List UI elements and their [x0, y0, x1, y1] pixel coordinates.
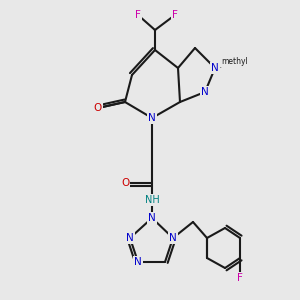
Text: N: N [169, 233, 177, 243]
Text: N: N [201, 87, 209, 97]
Text: methyl: methyl [220, 58, 250, 67]
Text: N: N [211, 63, 219, 73]
Text: methyl: methyl [222, 58, 248, 67]
Text: N: N [134, 257, 142, 267]
Text: F: F [135, 10, 141, 20]
Text: N: N [148, 213, 156, 223]
Text: F: F [172, 10, 178, 20]
Text: F: F [237, 273, 243, 283]
Text: O: O [121, 178, 129, 188]
Text: N: N [126, 233, 134, 243]
Text: O: O [94, 103, 102, 113]
Text: NH: NH [145, 195, 159, 205]
Text: N: N [148, 113, 156, 123]
